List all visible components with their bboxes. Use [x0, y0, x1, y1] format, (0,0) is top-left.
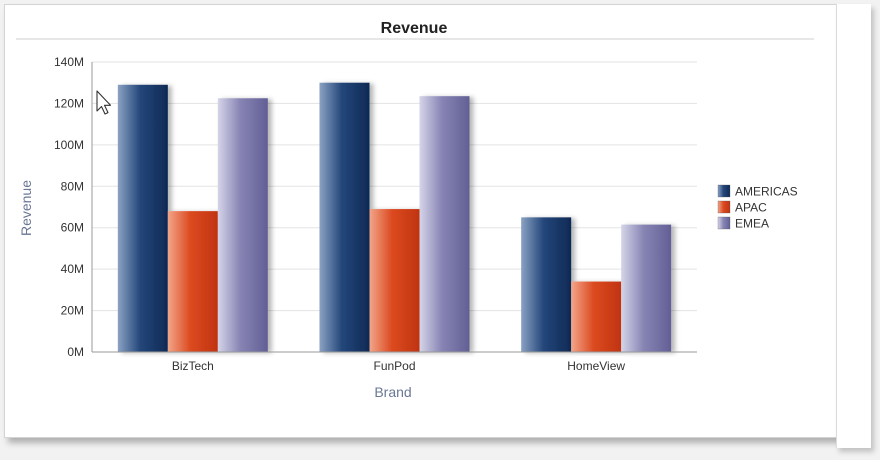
y-tick-label: 0M: [67, 345, 84, 359]
y-axis-title: Revenue: [18, 180, 34, 236]
y-tick-label: 120M: [54, 96, 84, 110]
panel-edge: [836, 4, 871, 448]
mouse-cursor-icon: [96, 90, 112, 115]
y-tick-label: 80M: [61, 179, 84, 193]
legend-swatch-americas: [717, 184, 731, 198]
y-tick-label: 100M: [54, 138, 84, 152]
legend: AMERICAS APAC EMEA: [717, 184, 798, 231]
bar-americas-funpod[interactable]: [319, 82, 370, 352]
legend-swatch-emea: [717, 216, 731, 230]
legend-label-americas: AMERICAS: [735, 185, 798, 199]
bar-emea-funpod[interactable]: [419, 96, 470, 352]
legend-label-apac: APAC: [735, 201, 767, 215]
bar-apac-funpod[interactable]: [369, 209, 420, 352]
x-tick-label: HomeView: [567, 359, 625, 373]
bar-americas-biztech[interactable]: [117, 84, 168, 353]
chart-title: Revenue: [381, 20, 448, 37]
x-tick-label: BizTech: [172, 359, 214, 373]
bar-americas-homeview[interactable]: [521, 217, 572, 352]
legend-label-emea: EMEA: [735, 217, 769, 231]
y-tick-label: 20M: [61, 304, 84, 318]
x-axis-title: Brand: [374, 384, 411, 400]
x-tick-label: FunPod: [373, 359, 415, 373]
y-tick-label: 40M: [61, 262, 84, 276]
bar-emea-biztech[interactable]: [217, 98, 268, 352]
bar-apac-biztech[interactable]: [167, 211, 218, 352]
bar-emea-homeview[interactable]: [621, 224, 672, 352]
y-tick-label: 60M: [61, 221, 84, 235]
bar-apac-homeview[interactable]: [571, 281, 622, 352]
y-tick-label: 140M: [54, 55, 84, 69]
legend-swatch-apac: [717, 200, 731, 214]
